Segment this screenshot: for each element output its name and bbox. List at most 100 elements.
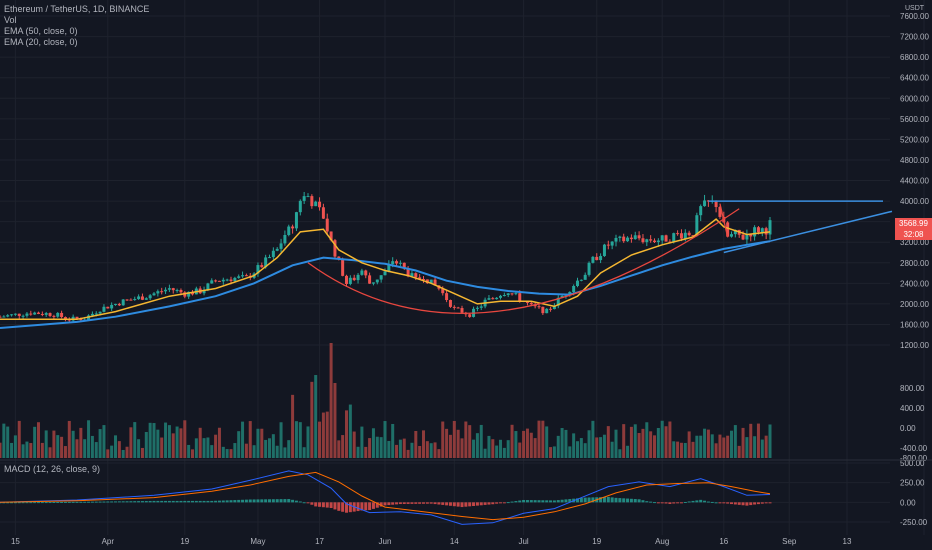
candle bbox=[375, 279, 379, 283]
candle bbox=[576, 280, 579, 286]
trendline[interactable] bbox=[723, 210, 893, 254]
macd-histogram-bar bbox=[98, 501, 102, 503]
volume-bar bbox=[121, 449, 125, 458]
cup-curve[interactable] bbox=[307, 208, 740, 314]
price-tick-label: 5200.00 bbox=[900, 135, 929, 144]
ema50-legend: EMA (50, close, 0) bbox=[4, 26, 78, 36]
time-axis[interactable]: 15 Apr 19 May 17 Jun 14 Jul 19 Aug 16 Sep 13 bbox=[11, 537, 852, 546]
macd-histogram-bar bbox=[518, 500, 522, 503]
volume-bar bbox=[202, 438, 206, 458]
volume-bar bbox=[545, 426, 549, 458]
macd-histogram-bar bbox=[591, 497, 595, 503]
candle bbox=[275, 248, 279, 251]
time-tick-label: Apr bbox=[102, 537, 115, 546]
volume-bar bbox=[191, 449, 194, 458]
volume-tick-label: -400.00 bbox=[900, 444, 928, 453]
macd-histogram-bar bbox=[318, 502, 322, 507]
candle bbox=[52, 315, 56, 317]
candle bbox=[183, 292, 187, 297]
candle bbox=[179, 289, 183, 293]
macd-histogram-bar bbox=[395, 502, 399, 505]
volume-bar bbox=[641, 428, 645, 458]
macd-histogram-bar bbox=[210, 500, 214, 503]
macd-histogram-bar bbox=[233, 500, 237, 503]
candle bbox=[560, 295, 564, 298]
macd-histogram-bar bbox=[387, 502, 391, 506]
macd-histogram-bar bbox=[660, 502, 664, 504]
candle bbox=[395, 261, 399, 264]
macd-histogram-bar bbox=[90, 501, 94, 503]
candle bbox=[633, 235, 637, 240]
macd-histogram-bar bbox=[726, 502, 730, 504]
price-axis[interactable]: 7600.00 7200.00 6800.00 6400.00 6000.00 5600.… bbox=[900, 12, 929, 527]
macd-histogram-bar bbox=[629, 498, 633, 503]
volume-bar bbox=[456, 429, 460, 458]
volume-bar bbox=[106, 449, 110, 458]
candle bbox=[114, 303, 117, 305]
volume-bar bbox=[133, 422, 137, 458]
volume-bar bbox=[260, 428, 264, 458]
candle bbox=[217, 280, 221, 282]
candle bbox=[13, 313, 17, 315]
macd-histogram-bar bbox=[687, 501, 691, 503]
volume-bar bbox=[283, 447, 287, 458]
candle bbox=[622, 236, 626, 242]
time-tick-label: 16 bbox=[719, 537, 728, 546]
time-tick-label: 14 bbox=[450, 537, 459, 546]
candle bbox=[448, 300, 452, 307]
volume-bar bbox=[737, 445, 741, 458]
macd-histogram-bar bbox=[268, 499, 271, 503]
volume-bar bbox=[90, 435, 94, 458]
volume-tick-label: 400.00 bbox=[900, 404, 925, 413]
volume-bar bbox=[422, 430, 425, 458]
macd-histogram-bar bbox=[445, 502, 449, 506]
candle bbox=[360, 270, 364, 275]
symbol-title: Ethereum / TetherUS, 1D, BINANCE bbox=[4, 4, 150, 14]
volume-bar bbox=[318, 421, 322, 458]
candle bbox=[202, 289, 206, 294]
macd-histogram-bar bbox=[13, 502, 17, 504]
price-tick-label: 2800.00 bbox=[900, 259, 929, 268]
candle bbox=[495, 297, 499, 300]
volume-bar bbox=[622, 424, 626, 458]
macd-histogram-bar bbox=[656, 502, 660, 504]
macd-histogram-bar bbox=[17, 502, 21, 504]
volume-bar bbox=[183, 420, 187, 458]
macd-histogram-bar bbox=[156, 500, 160, 503]
macd-histogram-bar bbox=[241, 499, 245, 503]
macd-histogram-bar bbox=[321, 502, 325, 508]
candle bbox=[125, 299, 129, 301]
candle bbox=[452, 306, 456, 308]
candle bbox=[568, 291, 572, 295]
drop-line[interactable] bbox=[719, 203, 729, 238]
candle bbox=[529, 302, 533, 305]
candle bbox=[549, 308, 553, 310]
macd-histogram-bar bbox=[522, 499, 526, 503]
volume-bar bbox=[753, 436, 757, 458]
macd-histogram-bar bbox=[437, 502, 441, 505]
macd-histogram-bar bbox=[683, 501, 687, 503]
volume-bar bbox=[391, 423, 395, 458]
macd-histogram-bar bbox=[167, 500, 171, 503]
volume-bar bbox=[560, 428, 564, 458]
macd-histogram-bar bbox=[152, 500, 156, 503]
macd-histogram-bar bbox=[583, 497, 587, 503]
volume-bar bbox=[156, 429, 160, 458]
macd-histogram-bar bbox=[229, 500, 233, 503]
macd-histogram-bar bbox=[33, 502, 37, 504]
volume-bar bbox=[714, 443, 718, 458]
macd-histogram-bar bbox=[148, 500, 152, 503]
time-tick-label: Sep bbox=[782, 537, 797, 546]
macd-histogram-bar bbox=[137, 501, 141, 503]
candle bbox=[514, 293, 518, 295]
volume-bar bbox=[579, 438, 583, 458]
trend-drawings[interactable] bbox=[307, 200, 893, 314]
volume-bar bbox=[506, 440, 510, 458]
volume-bar bbox=[679, 442, 683, 458]
macd-histogram-bar bbox=[506, 502, 510, 504]
candle bbox=[433, 279, 437, 286]
volume-bar bbox=[137, 439, 141, 458]
volume-bar bbox=[356, 446, 360, 458]
